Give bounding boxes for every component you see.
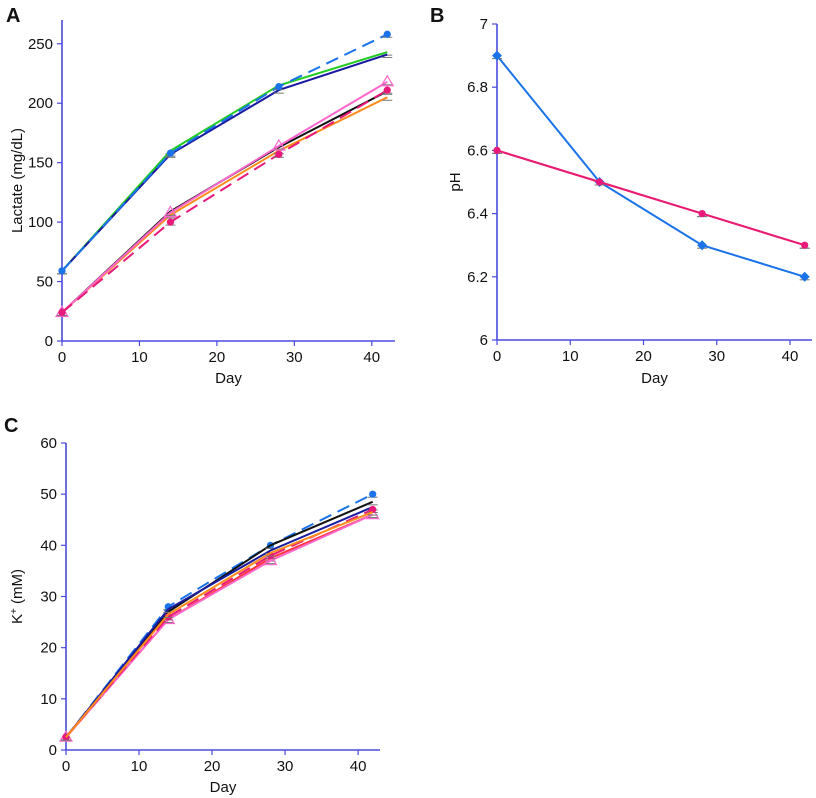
y-tick-label: 60: [40, 435, 57, 452]
series-line-group-5: [65, 513, 374, 738]
y-tick-label: 6: [480, 332, 488, 349]
y-tick-label: 200: [28, 95, 53, 112]
panel-b-ph: B 6 6.2 6.4 6.6 6.8 7 0 10 20 30 40 Day pH: [430, 5, 812, 387]
series-line-group-3: [496, 149, 805, 247]
data-point: [58, 267, 66, 275]
y-tick-label: 6.6: [467, 142, 488, 159]
x-tick-label: 20: [209, 349, 226, 366]
x-tick-label: 40: [363, 349, 380, 366]
y-axis-title-unit: (mM): [9, 569, 26, 608]
series-line-group-2: [65, 500, 374, 738]
series-line-group-3: [65, 506, 374, 738]
data-point: [698, 210, 706, 218]
x-tick-label: 10: [131, 758, 148, 775]
series-line-group-1: [496, 54, 805, 278]
x-tick-label: 20: [204, 758, 221, 775]
data-point: [163, 205, 178, 218]
x-tick-label: 20: [635, 348, 652, 365]
x-tick-label: 30: [708, 348, 725, 365]
y-tick-label: 100: [28, 214, 53, 231]
x-tick-label: 0: [62, 758, 70, 775]
y-tick-label: 0: [45, 333, 53, 350]
panel-letter: B: [430, 5, 444, 27]
data-point: [166, 149, 175, 157]
x-tick-label: 0: [493, 348, 501, 365]
panel-letter: C: [4, 415, 18, 437]
data-point: [369, 505, 377, 514]
y-tick-label: 50: [40, 486, 57, 503]
series-line-group-3: [61, 33, 388, 272]
series-line-group-1: [61, 51, 388, 272]
x-axis-title: Day: [210, 779, 237, 796]
x-tick-label: 30: [277, 758, 294, 775]
y-tick-label: 7: [480, 16, 488, 33]
panel-letter: A: [6, 5, 20, 27]
data-point: [383, 30, 391, 38]
y-tick-label: 10: [40, 691, 57, 708]
series-line-group-4: [65, 513, 374, 738]
y-tick-label: 0: [49, 742, 57, 759]
data-point: [492, 50, 502, 61]
series-line-group-6: [65, 508, 374, 738]
data-point: [275, 150, 283, 158]
series-line-group-6: [61, 80, 388, 314]
data-point: [595, 178, 604, 186]
data-point: [166, 218, 175, 226]
data-point: [263, 553, 278, 566]
data-point: [697, 240, 708, 251]
data-point: [801, 241, 809, 249]
y-tick-label: 150: [28, 155, 53, 172]
series-line-group-2: [61, 53, 388, 272]
x-tick-label: 10: [131, 349, 148, 366]
data-point: [369, 490, 377, 498]
data-point: [799, 271, 810, 282]
panel-a-lactate: A 0 50 100 150 200 250 0 10 20 30 40 Day Lactate (mg/…: [6, 5, 395, 387]
data-point: [383, 86, 391, 94]
x-tick-label: 40: [782, 348, 799, 365]
y-tick-label: 6.4: [467, 206, 488, 223]
y-tick-label: 6.8: [467, 79, 488, 96]
series-line-group-5: [61, 96, 388, 314]
y-tick-label: 6.2: [467, 269, 488, 286]
series-line-group-7: [61, 89, 388, 314]
x-axis-title: Day: [641, 370, 668, 387]
series-line-group-4: [61, 90, 388, 314]
y-tick-label: 30: [40, 589, 57, 606]
data-point: [493, 146, 501, 154]
x-tick-label: 0: [58, 349, 66, 366]
x-tick-label: 30: [286, 349, 303, 366]
y-axis-title: Lactate (mg/dL): [9, 128, 26, 233]
series-line-group-7: [65, 511, 374, 738]
y-tick-label: 250: [28, 36, 53, 53]
y-axis-title-sup: +: [9, 608, 20, 614]
data-point: [58, 308, 66, 317]
y-axis-title-main: K: [9, 614, 26, 624]
x-axis-title: Day: [215, 370, 242, 387]
data-point: [380, 74, 395, 87]
y-tick-label: 40: [40, 537, 57, 554]
y-tick-label: 50: [36, 274, 53, 291]
y-tick-label: 20: [40, 640, 57, 657]
data-point: [275, 82, 283, 91]
y-axis-title: K+ (mM): [9, 569, 27, 624]
x-tick-label: 40: [350, 758, 367, 775]
data-point: [271, 138, 286, 151]
panel-c-potassium: C 0 10 20 30 40 50 60 0 10 20 30 40 Day K+ (mM): [4, 415, 380, 796]
x-tick-label: 10: [562, 348, 579, 365]
y-axis-title: pH: [447, 172, 464, 191]
